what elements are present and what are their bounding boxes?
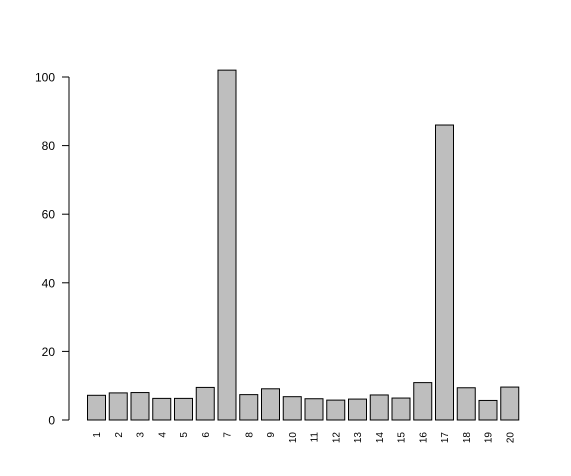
x-tick-label-14: 14 (375, 432, 386, 444)
x-tick-label-3: 3 (136, 432, 147, 438)
bar-16 (413, 382, 433, 421)
x-tick-label-9: 9 (266, 432, 277, 438)
x-tick-label-5: 5 (179, 432, 190, 438)
bar-4 (152, 397, 172, 421)
y-tick-label-80: 80 (42, 139, 56, 153)
bar-9 (261, 388, 280, 421)
x-tick-label-2: 2 (114, 432, 125, 438)
x-tick-label-16: 16 (418, 432, 429, 444)
bar-20 (500, 386, 520, 421)
x-tick-label-6: 6 (201, 432, 212, 438)
x-tick-label-18: 18 (462, 432, 473, 444)
bar-3 (130, 392, 150, 421)
y-tick-label-0: 0 (48, 414, 55, 428)
x-tick-label-19: 19 (484, 432, 495, 444)
x-tick-label-4: 4 (157, 432, 168, 438)
x-tick-label-13: 13 (353, 432, 364, 444)
bar-6 (195, 386, 215, 421)
x-tick-label-11: 11 (310, 432, 321, 443)
bar-19 (478, 399, 498, 421)
bar-10 (282, 396, 302, 421)
y-tick-label-20: 20 (42, 345, 56, 359)
x-tick-label-15: 15 (397, 432, 408, 444)
bar-13 (348, 398, 367, 421)
bar-12 (326, 399, 346, 421)
x-tick-label-10: 10 (288, 432, 299, 444)
x-tick-label-20: 20 (505, 432, 516, 444)
bar-11 (304, 398, 324, 421)
y-tick-label-100: 100 (35, 71, 55, 85)
x-tick-label-17: 17 (440, 432, 451, 444)
bar-15 (391, 397, 411, 421)
x-tick-label-7: 7 (223, 432, 234, 438)
x-axis-labels: 1 2 3 4 5 6 7 8 9 10 11 12 13 14 15 16 17 18 19 20 (92, 432, 516, 444)
x-tick-label-8: 8 (244, 432, 255, 438)
y-axis: 0 20 40 60 80 100 (35, 71, 70, 428)
x-tick-label-12: 12 (331, 432, 342, 444)
bar-14 (369, 394, 389, 421)
x-tick-label-1: 1 (92, 432, 103, 438)
bar-5 (174, 397, 193, 421)
y-tick-label-40: 40 (42, 276, 56, 290)
bar-18 (456, 387, 476, 421)
bar-17 (435, 124, 454, 421)
bar-1 (87, 394, 106, 421)
bar-2 (108, 392, 128, 421)
y-tick-label-60: 60 (42, 208, 56, 222)
bars-group (87, 69, 520, 421)
bar-8 (239, 394, 259, 421)
bar-7 (217, 69, 237, 421)
